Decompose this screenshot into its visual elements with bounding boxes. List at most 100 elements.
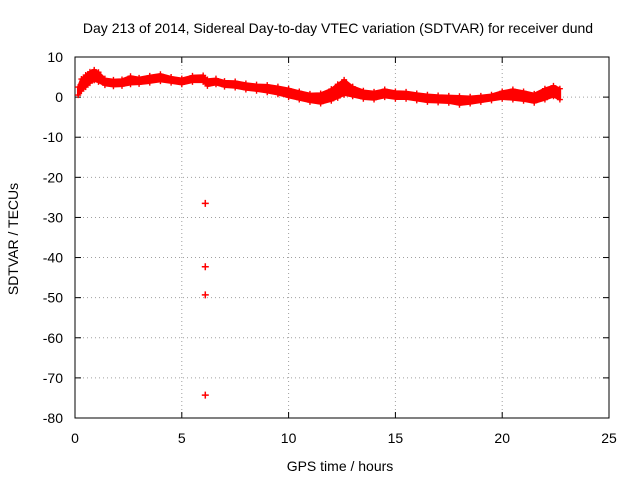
band-point (221, 78, 228, 85)
outlier-points (201, 199, 209, 399)
band-point (75, 92, 82, 99)
y-tick-label: -10 (43, 129, 63, 145)
band-point (349, 83, 356, 90)
band-point (334, 94, 341, 101)
band-point (403, 95, 410, 102)
band-point (264, 89, 271, 96)
band-point (91, 66, 98, 73)
x-tick-label: 0 (71, 430, 79, 446)
band-point (118, 82, 125, 89)
band-point (78, 76, 85, 83)
band-point (189, 72, 196, 79)
axis-ticks: 0 5 10 15 20 25 10 0 -10 -20 -30 -40 -50 -60 -70 -80 (43, 49, 617, 446)
band-point (424, 91, 431, 98)
band-point (488, 97, 495, 104)
band-point (349, 93, 356, 100)
band-point (445, 92, 452, 99)
band-point (212, 75, 219, 82)
band-point (101, 75, 108, 82)
band-point (221, 83, 228, 90)
band-point (424, 98, 431, 105)
grid (75, 57, 609, 418)
band-point (101, 82, 108, 89)
band-point (328, 86, 335, 93)
band-point (392, 88, 399, 95)
y-tick-label: -80 (43, 410, 63, 426)
band-point (531, 99, 538, 106)
band-point (360, 87, 367, 94)
band-point (274, 91, 281, 98)
band-point (285, 85, 292, 92)
band-point (136, 74, 143, 81)
band-point (232, 78, 239, 85)
band-point (467, 100, 474, 107)
band-point (413, 90, 420, 97)
band-point (200, 78, 207, 85)
chart-title: Day 213 of 2014, Sidereal Day-to-day VTE… (83, 20, 593, 36)
band-point (212, 81, 219, 88)
outlier-point (201, 391, 209, 399)
outlier-point (201, 291, 209, 299)
band-point (189, 78, 196, 85)
band-point (477, 98, 484, 105)
band-point (306, 90, 313, 97)
band-point (264, 82, 271, 89)
x-tick-label: 5 (178, 430, 186, 446)
band-point (328, 97, 335, 104)
band-point (456, 101, 463, 108)
y-tick-label: -40 (43, 250, 63, 266)
y-tick-label: 10 (47, 49, 63, 65)
band-point (157, 71, 164, 78)
band-point (488, 91, 495, 98)
y-axis-label: SDTVAR / TECUs (5, 183, 21, 295)
band-point (86, 68, 93, 75)
band-point (274, 83, 281, 90)
band-point (541, 96, 548, 103)
band-point (509, 86, 516, 93)
band-point (127, 81, 134, 88)
band-point (392, 95, 399, 102)
band-point (520, 97, 527, 104)
band-point (531, 90, 538, 97)
band-point (381, 86, 388, 93)
y-tick-label: -60 (43, 330, 63, 346)
band-point (78, 88, 85, 95)
band-point (168, 74, 175, 81)
band-point (413, 97, 420, 104)
band-point (242, 80, 249, 87)
band-point (360, 95, 367, 102)
band-point (317, 100, 324, 107)
x-tick-label: 10 (281, 430, 297, 446)
x-axis-label: GPS time / hours (287, 458, 394, 474)
band-point (499, 88, 506, 95)
band-point (204, 82, 211, 89)
band-point (285, 94, 292, 101)
band-point (146, 79, 153, 86)
band-point (200, 72, 207, 79)
band-point (556, 96, 563, 103)
band-point (371, 96, 378, 103)
band-point (296, 88, 303, 95)
band-point (456, 93, 463, 100)
band-point (403, 88, 410, 95)
band-point (95, 69, 102, 76)
band-point (435, 99, 442, 106)
band-point (381, 94, 388, 101)
band-point (136, 80, 143, 87)
band-point (82, 72, 89, 79)
band-point (204, 76, 211, 83)
band-point (253, 87, 260, 94)
band-point (95, 78, 102, 85)
y-tick-label: -20 (43, 169, 63, 185)
band-point (499, 95, 506, 102)
band-point (91, 77, 98, 84)
band-point (110, 76, 117, 83)
y-tick-label: -30 (43, 209, 63, 225)
band-point (118, 76, 125, 83)
band-point (467, 93, 474, 100)
band-point (334, 81, 341, 88)
band-point (242, 86, 249, 93)
band-point (157, 78, 164, 85)
band-point (253, 81, 260, 88)
band-point (127, 73, 134, 80)
